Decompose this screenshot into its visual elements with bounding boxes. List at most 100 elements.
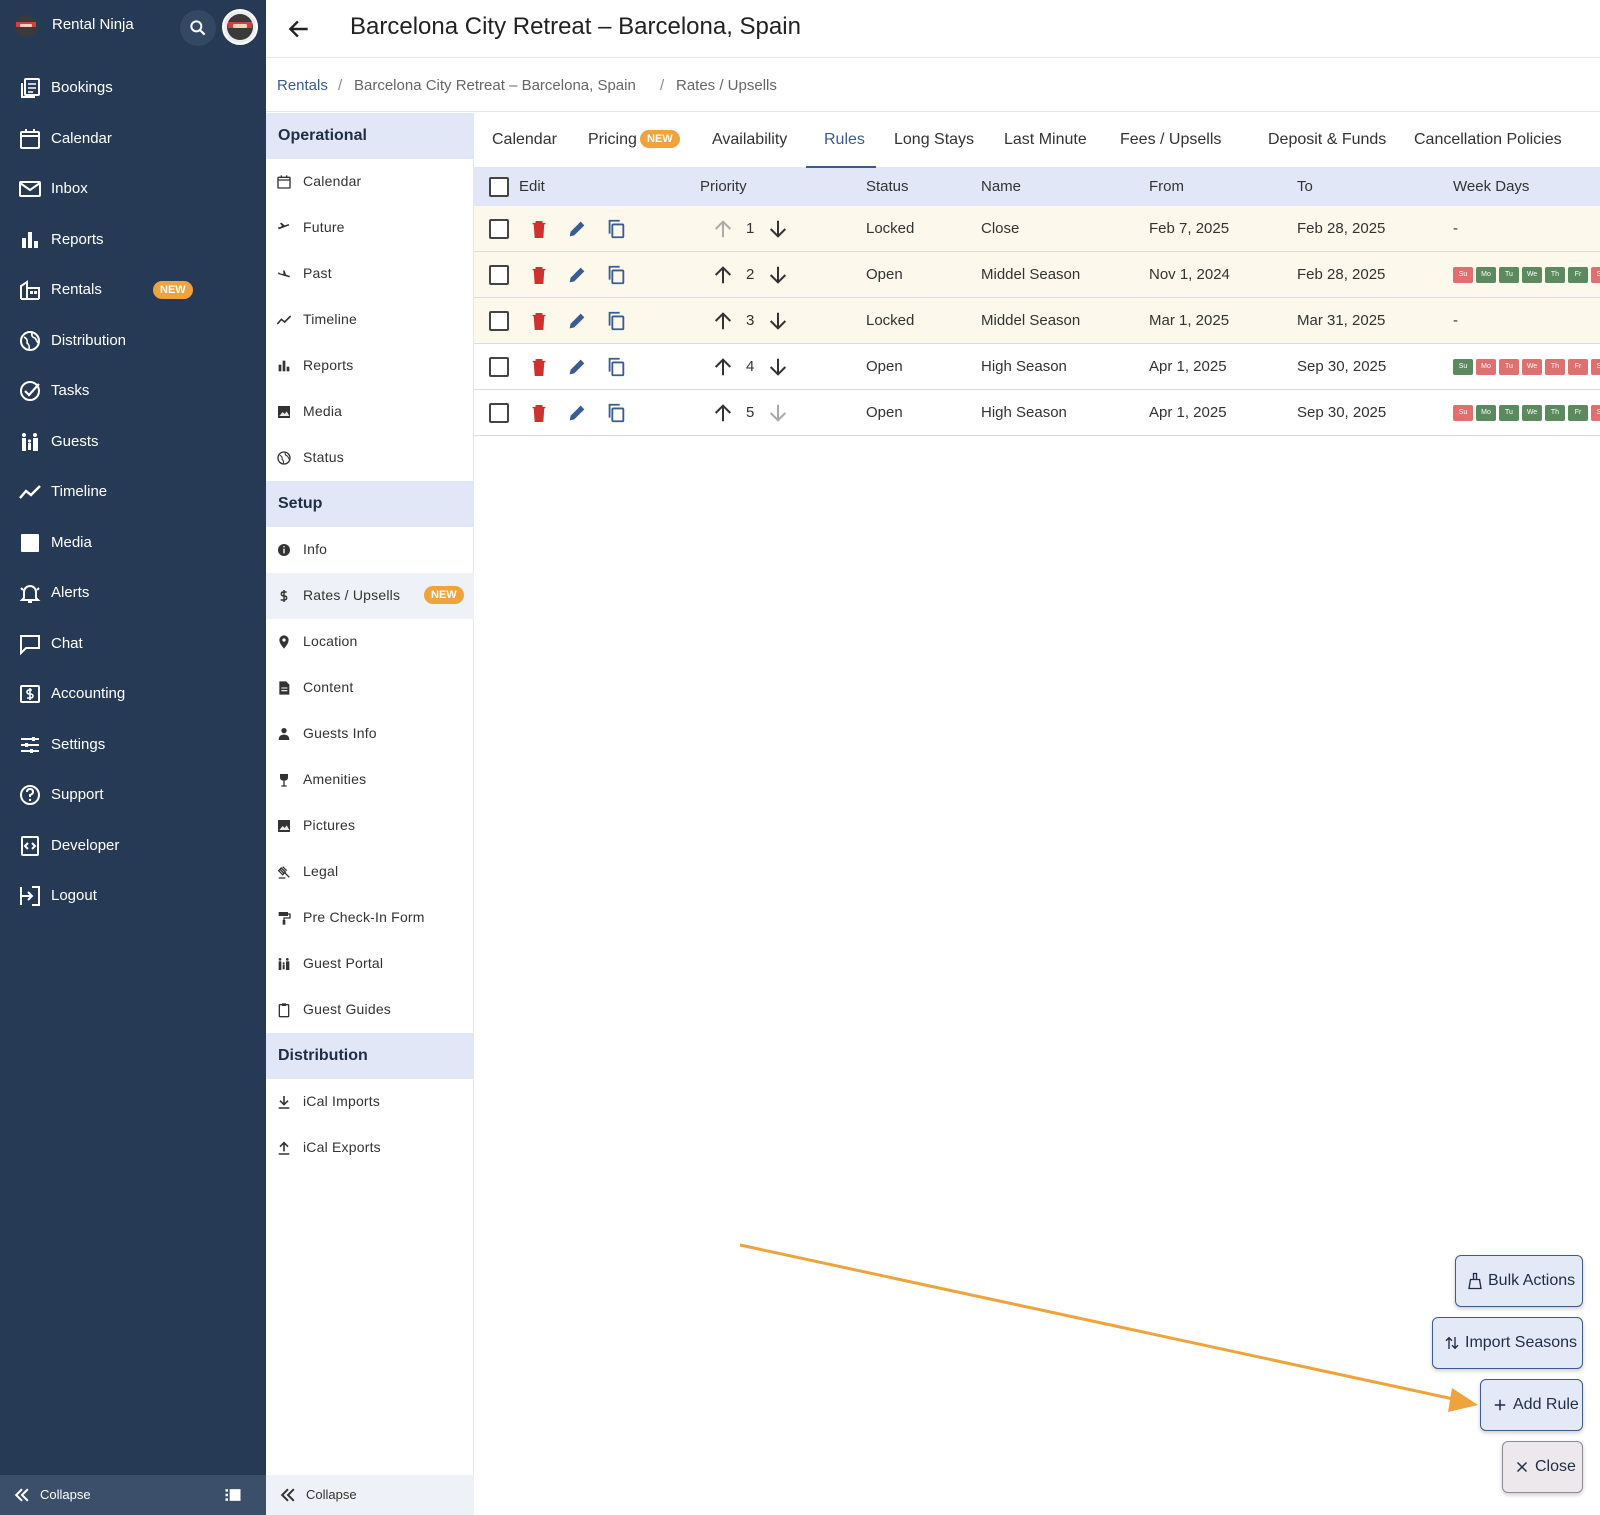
tab-calendar[interactable]: Calendar xyxy=(474,113,570,168)
edit-pencil-icon[interactable] xyxy=(566,402,588,424)
close-button[interactable]: Close xyxy=(1502,1441,1583,1493)
copy-icon[interactable] xyxy=(605,264,627,286)
subnav-item-ical-exports[interactable]: iCal Exports xyxy=(266,1125,474,1171)
tab-pricing[interactable]: Pricing NEW xyxy=(570,113,694,168)
move-up-arrow-icon[interactable] xyxy=(712,310,734,332)
move-down-arrow-icon[interactable] xyxy=(767,310,789,332)
move-up-arrow-icon[interactable] xyxy=(712,264,734,286)
edit-pencil-icon[interactable] xyxy=(566,218,588,240)
header-priority[interactable]: Priority xyxy=(700,178,747,195)
tab-last-minute[interactable]: Last Minute xyxy=(986,113,1102,168)
priority-value: 5 xyxy=(746,404,755,421)
tab-fees-upsells[interactable]: Fees / Upsells xyxy=(1102,113,1250,168)
breadcrumb-rentals-link[interactable]: Rentals xyxy=(277,77,328,94)
header-name[interactable]: Name xyxy=(981,178,1022,195)
from-value: Apr 1, 2025 xyxy=(1149,358,1227,375)
subnav-collapse-button[interactable]: Collapse xyxy=(266,1475,474,1515)
subnav-item-amenities[interactable]: Amenities xyxy=(266,757,474,803)
nav-item-reports[interactable]: Reports xyxy=(0,218,266,262)
edit-pencil-icon[interactable] xyxy=(566,356,588,378)
ninja-avatar-icon xyxy=(227,14,253,40)
edit-pencil-icon[interactable] xyxy=(566,310,588,332)
row-checkbox[interactable] xyxy=(489,311,509,331)
priority-value: 1 xyxy=(746,220,755,237)
row-checkbox[interactable] xyxy=(489,357,509,377)
copy-icon[interactable] xyxy=(605,218,627,240)
select-all-checkbox[interactable] xyxy=(489,177,509,197)
subnav-item-status[interactable]: Status xyxy=(266,435,474,481)
subnav-item-content[interactable]: Content xyxy=(266,665,474,711)
move-up-arrow-icon[interactable] xyxy=(712,218,734,240)
tab-deposit-funds[interactable]: Deposit & Funds xyxy=(1250,113,1396,168)
nav-item-distribution[interactable]: Distribution xyxy=(0,319,266,363)
delete-icon[interactable] xyxy=(528,218,550,240)
move-down-arrow-icon[interactable] xyxy=(767,356,789,378)
tab-rules[interactable]: Rules xyxy=(806,113,876,168)
header-to[interactable]: To xyxy=(1297,178,1313,195)
nav-item-logout[interactable]: Logout xyxy=(0,874,266,918)
nav-item-accounting[interactable]: Accounting xyxy=(0,672,266,716)
copy-icon[interactable] xyxy=(605,356,627,378)
nav-item-settings[interactable]: Settings xyxy=(0,723,266,767)
subnav-item-reports[interactable]: Reports xyxy=(266,343,474,389)
sidebar-collapse-button[interactable]: Collapse xyxy=(0,1475,266,1515)
nav-item-media[interactable]: Media xyxy=(0,521,266,565)
copy-icon[interactable] xyxy=(605,310,627,332)
subnav-item-calendar[interactable]: Calendar xyxy=(266,159,474,205)
breadcrumb-rental[interactable]: Barcelona City Retreat – Barcelona, Spai… xyxy=(354,77,636,94)
delete-icon[interactable] xyxy=(528,310,550,332)
global-search-button[interactable] xyxy=(180,10,216,46)
move-up-arrow-icon[interactable] xyxy=(712,356,734,378)
copy-icon[interactable] xyxy=(605,402,627,424)
subnav-item-future[interactable]: Future xyxy=(266,205,474,251)
edit-pencil-icon[interactable] xyxy=(566,264,588,286)
header-from[interactable]: From xyxy=(1149,178,1184,195)
subnav-item-media[interactable]: Media xyxy=(266,389,474,435)
subnav-item-legal[interactable]: Legal xyxy=(266,849,474,895)
tab-long-stays[interactable]: Long Stays xyxy=(876,113,986,168)
subnav-item-label: Amenities xyxy=(303,771,367,787)
subnav-item-timeline[interactable]: Timeline xyxy=(266,297,474,343)
header-status[interactable]: Status xyxy=(866,178,909,195)
row-checkbox[interactable] xyxy=(489,219,509,239)
nav-item-support[interactable]: Support xyxy=(0,773,266,817)
subnav-item-guest-guides[interactable]: Guest Guides xyxy=(266,987,474,1033)
nav-item-timeline[interactable]: Timeline xyxy=(0,470,266,514)
nav-item-bookings[interactable]: Bookings xyxy=(0,66,266,110)
subnav-item-past[interactable]: Past xyxy=(266,251,474,297)
subnav-item-guests-info[interactable]: Guests Info xyxy=(266,711,474,757)
subnav-item-pictures[interactable]: Pictures xyxy=(266,803,474,849)
move-down-arrow-icon[interactable] xyxy=(767,402,789,424)
from-value: Apr 1, 2025 xyxy=(1149,404,1227,421)
delete-icon[interactable] xyxy=(528,264,550,286)
subnav-item-ical-imports[interactable]: iCal Imports xyxy=(266,1079,474,1125)
subnav-item-pre-check-in-form[interactable]: Pre Check-In Form xyxy=(266,895,474,941)
nav-item-inbox[interactable]: Inbox xyxy=(0,167,266,211)
nav-item-guests[interactable]: Guests xyxy=(0,420,266,464)
subnav-item-info[interactable]: Info xyxy=(266,527,474,573)
move-down-arrow-icon[interactable] xyxy=(767,264,789,286)
list-toggle-icon[interactable] xyxy=(223,1485,243,1505)
subnav-item-guest-portal[interactable]: Guest Portal xyxy=(266,941,474,987)
nav-item-tasks[interactable]: Tasks xyxy=(0,369,266,413)
tab-cancellation-policies[interactable]: Cancellation Policies xyxy=(1396,113,1568,168)
tab-availability[interactable]: Availability xyxy=(694,113,806,168)
move-up-arrow-icon[interactable] xyxy=(712,402,734,424)
nav-item-calendar[interactable]: Calendar xyxy=(0,117,266,161)
subnav-item-location[interactable]: Location xyxy=(266,619,474,665)
nav-item-developer[interactable]: Developer xyxy=(0,824,266,868)
bulk-actions-button[interactable]: Bulk Actions xyxy=(1455,1255,1583,1307)
row-checkbox[interactable] xyxy=(489,403,509,423)
back-arrow-icon[interactable] xyxy=(286,16,312,42)
subnav-item-rates-upsells[interactable]: Rates / Upsells NEW xyxy=(266,573,474,619)
import-seasons-button[interactable]: Import Seasons xyxy=(1432,1317,1583,1369)
delete-icon[interactable] xyxy=(528,402,550,424)
nav-item-chat[interactable]: Chat xyxy=(0,622,266,666)
delete-icon[interactable] xyxy=(528,356,550,378)
nav-item-rentals[interactable]: Rentals NEW xyxy=(0,268,266,312)
add-rule-button[interactable]: Add Rule xyxy=(1480,1379,1583,1431)
move-down-arrow-icon[interactable] xyxy=(767,218,789,240)
user-avatar[interactable] xyxy=(222,9,258,45)
nav-item-alerts[interactable]: Alerts xyxy=(0,571,266,615)
row-checkbox[interactable] xyxy=(489,265,509,285)
